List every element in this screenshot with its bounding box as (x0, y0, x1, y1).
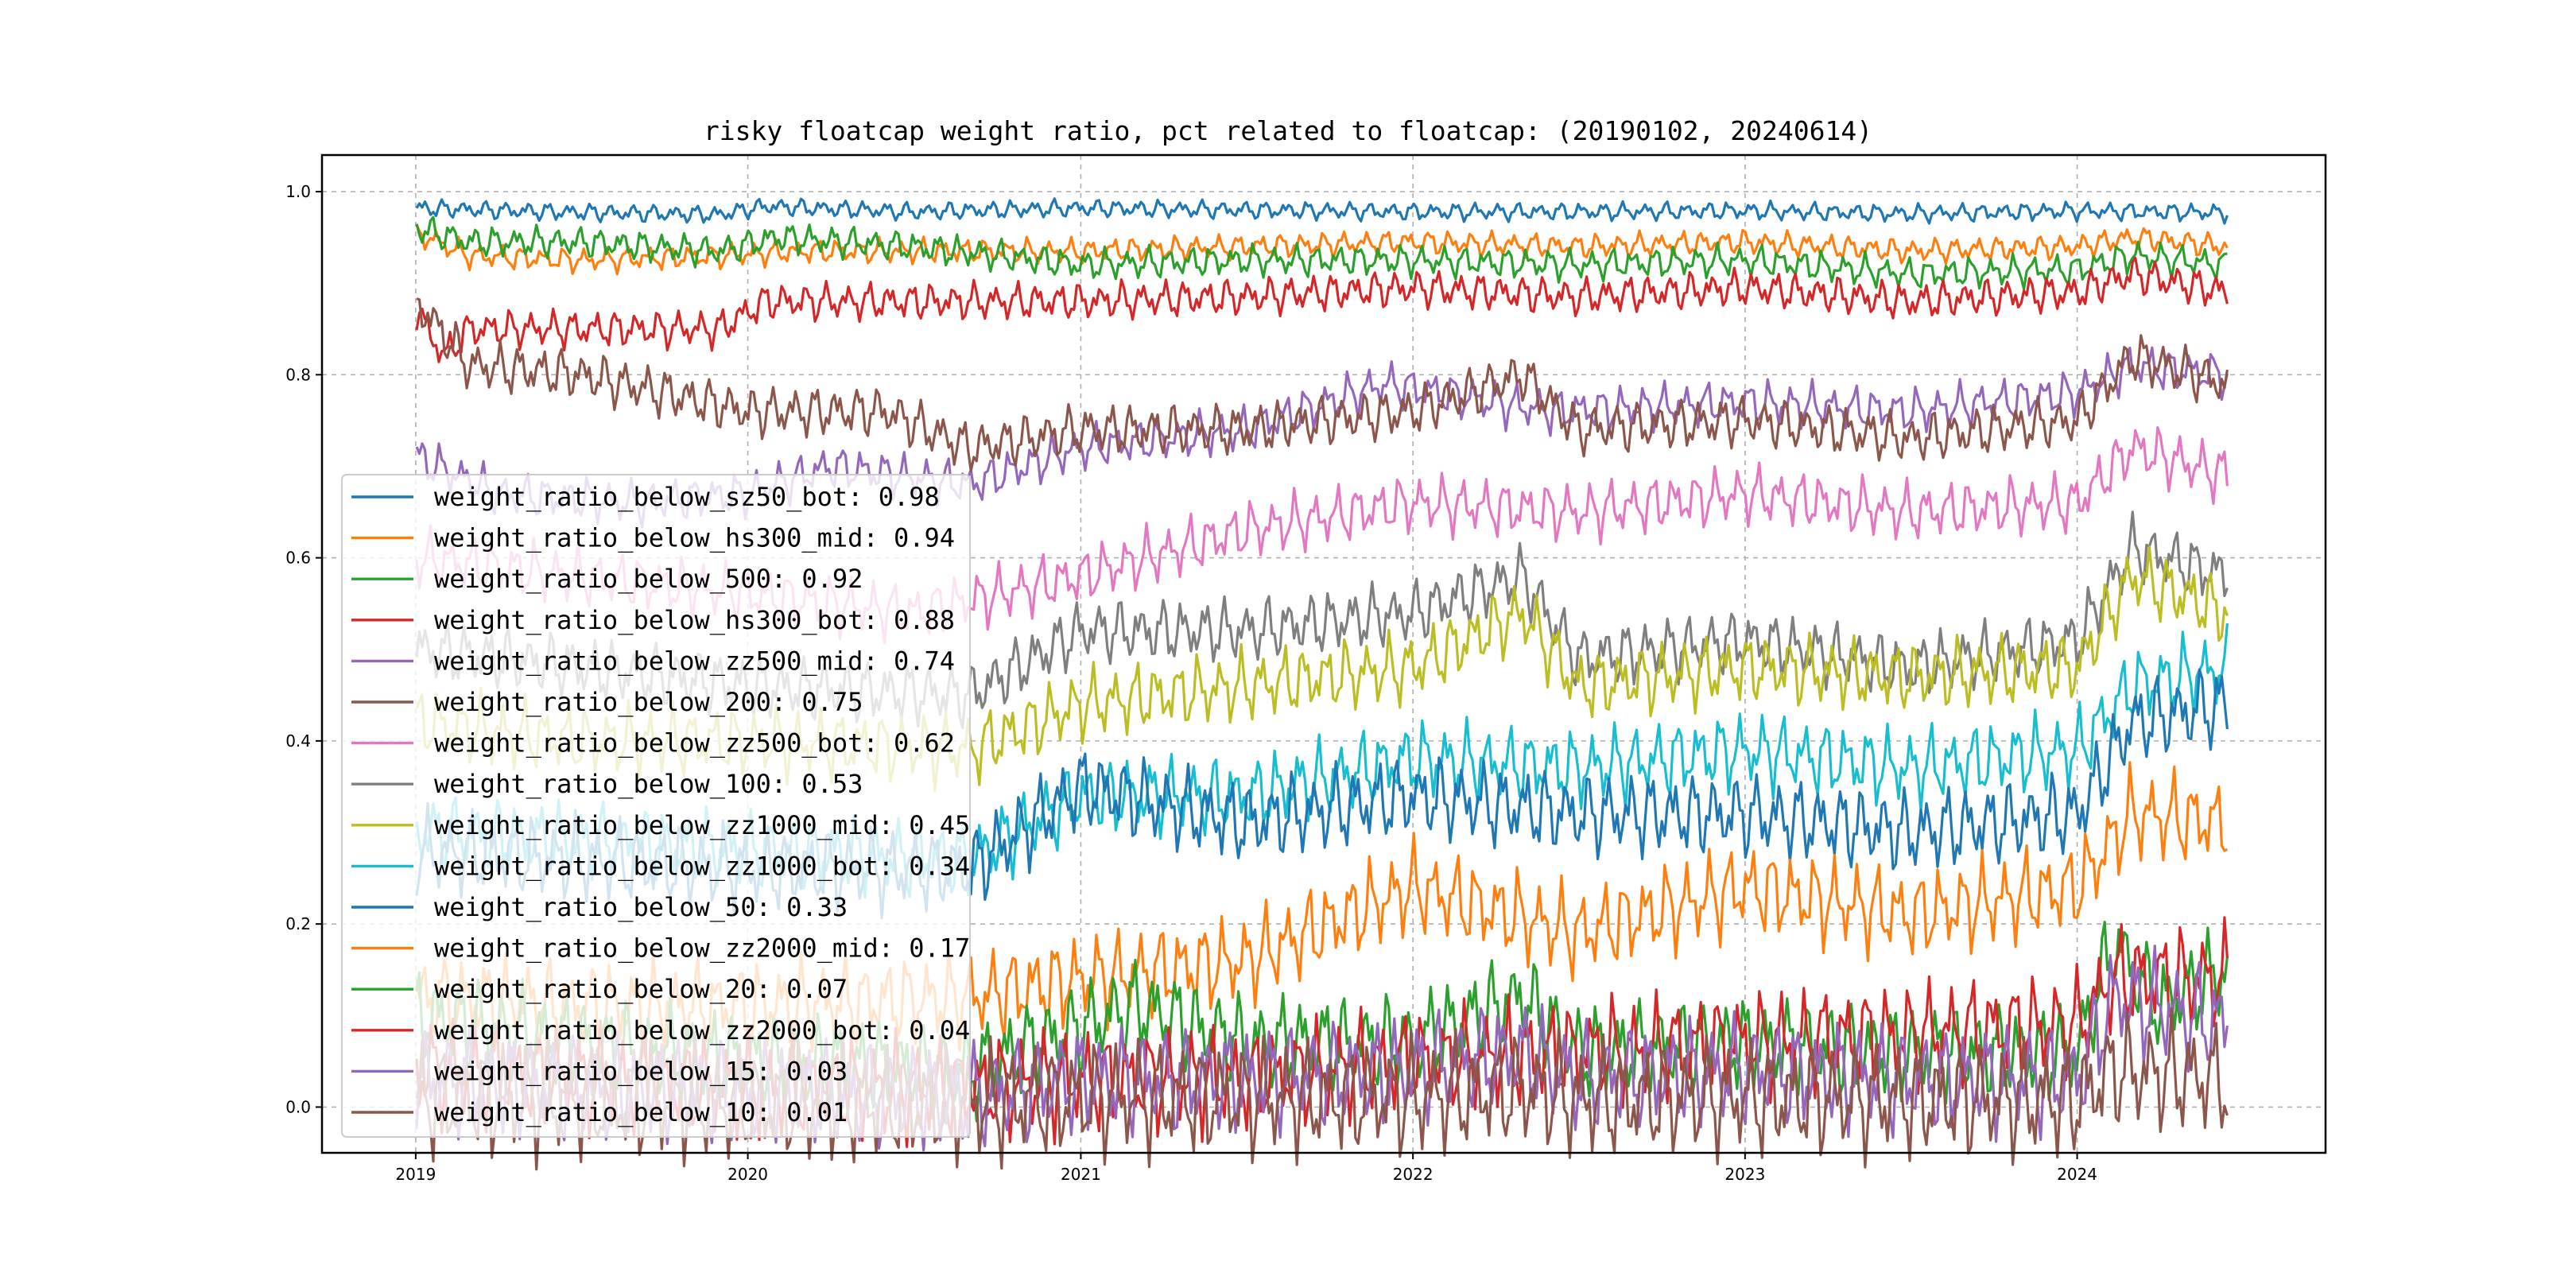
legend-entry: weight_ratio_below_zz1000_bot: 0.34 (434, 851, 970, 881)
legend-entry: weight_ratio_below_zz1000_mid: 0.45 (434, 810, 970, 840)
series-line-weight-ratio-below-sz50-bot (415, 197, 2229, 225)
y-tick-label: 0.2 (285, 914, 311, 933)
x-tick-label: 2020 (727, 1165, 768, 1184)
legend-entry: weight_ratio_below_zz500_mid: 0.74 (434, 646, 955, 676)
legend-entry: weight_ratio_below_20: 0.07 (434, 974, 848, 1004)
legend-entry: weight_ratio_below_500: 0.92 (434, 564, 863, 594)
series-line-weight-ratio-below-200 (416, 297, 2229, 472)
legend-box (341, 474, 971, 1138)
x-axis: 2019 2020 2021 2022 2023 2024 (395, 1153, 2097, 1184)
series-line-weight-ratio-below-hs300-bot (415, 256, 2229, 363)
y-axis: 0.0 0.2 0.4 0.6 0.8 1.0 (285, 182, 322, 1116)
x-tick-label: 2022 (1393, 1165, 1433, 1184)
legend-entry: weight_ratio_below_50: 0.33 (434, 892, 848, 922)
x-tick-label: 2019 (395, 1165, 436, 1184)
legend-entry: weight_ratio_below_100: 0.53 (434, 769, 863, 799)
legend-entry: weight_ratio_below_zz2000_bot: 0.04 (434, 1015, 970, 1046)
legend-entry: weight_ratio_below_15: 0.03 (434, 1056, 848, 1086)
chart-title: risky floatcap weight ratio, pct related… (704, 115, 1872, 146)
series-line-weight-ratio-below-500 (415, 215, 2228, 291)
legend-entry: weight_ratio_below_200: 0.75 (434, 687, 863, 717)
y-tick-label: 0.0 (285, 1097, 311, 1116)
x-tick-label: 2021 (1061, 1165, 1101, 1184)
legend-entry: weight_ratio_below_hs300_mid: 0.94 (434, 523, 955, 553)
legend-entry: weight_ratio_below_sz50_bot: 0.98 (434, 482, 940, 512)
y-tick-label: 0.8 (285, 365, 311, 384)
legend: weight_ratio_below_sz50_bot: 0.98 weight_… (341, 474, 971, 1138)
y-tick-label: 0.4 (285, 731, 311, 751)
y-tick-label: 0.6 (285, 549, 311, 568)
legend-entry: weight_ratio_below_zz500_bot: 0.62 (434, 728, 955, 758)
legend-entry: weight_ratio_below_zz2000_mid: 0.17 (434, 933, 970, 964)
legend-entry: weight_ratio_below_10: 0.01 (434, 1097, 848, 1127)
legend-entry: weight_ratio_below_hs300_bot: 0.88 (434, 605, 955, 635)
x-tick-label: 2023 (1724, 1165, 1765, 1184)
plot-frame (320, 153, 2327, 1154)
x-tick-label: 2024 (2057, 1165, 2097, 1184)
y-tick-label: 1.0 (285, 182, 311, 201)
